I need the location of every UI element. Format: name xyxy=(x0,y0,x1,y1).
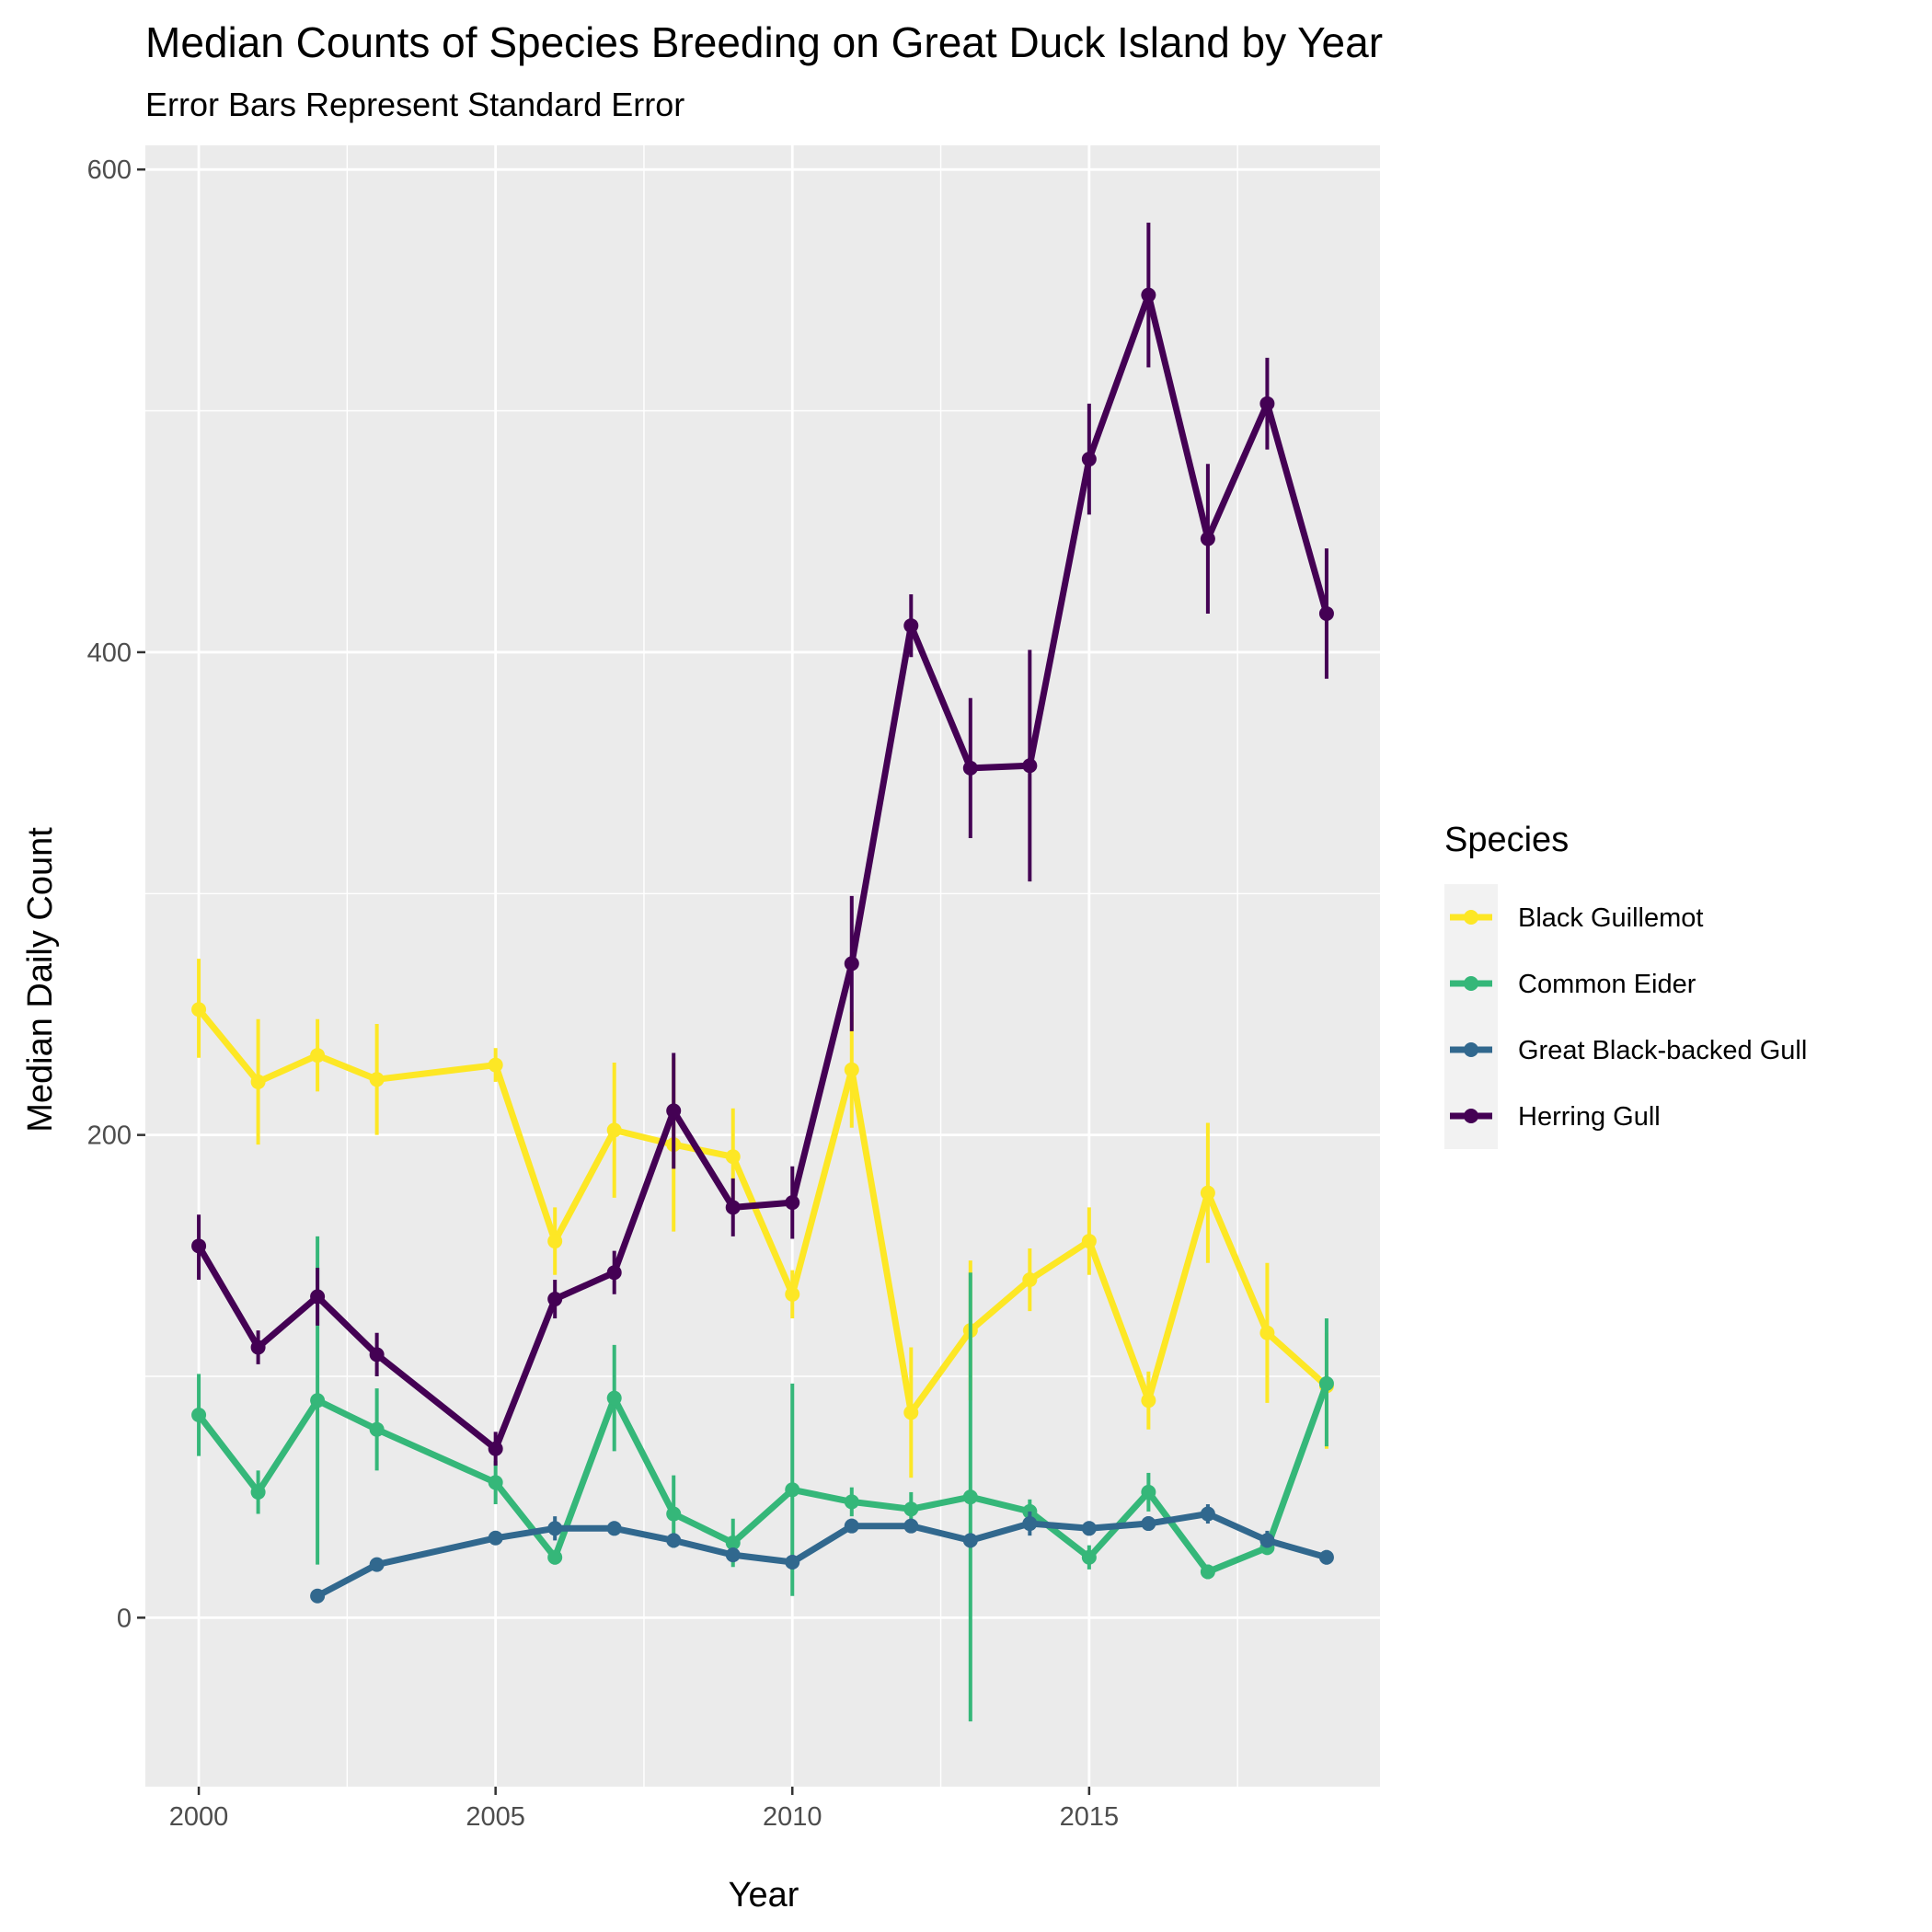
data-point xyxy=(250,1340,266,1355)
data-point xyxy=(725,1535,741,1551)
data-point xyxy=(250,1484,266,1500)
x-tick-label: 2005 xyxy=(466,1802,525,1832)
x-tick-label: 2010 xyxy=(763,1802,822,1832)
data-point xyxy=(785,1482,800,1498)
data-point xyxy=(1081,1521,1097,1536)
y-axis-title: Median Daily Count xyxy=(21,827,60,1133)
data-point xyxy=(1259,1533,1275,1548)
legend-label: Great Black-backed Gull xyxy=(1518,1036,1807,1065)
data-point xyxy=(1318,605,1334,621)
legend-label: Common Eider xyxy=(1518,970,1696,999)
data-point xyxy=(1141,287,1156,303)
data-point xyxy=(725,1547,741,1563)
data-point xyxy=(1318,1549,1334,1565)
data-point xyxy=(1022,1272,1038,1288)
data-point xyxy=(310,1289,326,1305)
data-point xyxy=(725,1200,741,1215)
legend-label: Black Guillemot xyxy=(1518,903,1703,933)
chart-subtitle: Error Bars Represent Standard Error xyxy=(145,86,684,123)
data-point xyxy=(903,1405,919,1420)
data-point xyxy=(1141,1393,1156,1409)
data-point xyxy=(547,1521,563,1536)
data-point xyxy=(785,1195,800,1211)
x-tick-label: 2015 xyxy=(1060,1802,1120,1832)
legend-key-point xyxy=(1464,1042,1478,1057)
data-point xyxy=(488,1530,503,1546)
plot-background xyxy=(145,145,1380,1787)
data-point xyxy=(962,760,978,776)
data-point xyxy=(369,1557,385,1572)
data-point xyxy=(785,1286,800,1302)
data-point xyxy=(1081,1234,1097,1249)
data-point xyxy=(903,1501,919,1517)
legend: Species Black Guillemot Common Eider Great… xyxy=(1444,821,1807,1149)
legend-label: Herring Gull xyxy=(1518,1102,1661,1132)
data-point xyxy=(666,1103,682,1119)
data-point xyxy=(1259,396,1275,411)
data-point xyxy=(962,1489,978,1505)
y-tick-label: 400 xyxy=(87,638,132,668)
data-point xyxy=(369,1072,385,1087)
y-tick-label: 200 xyxy=(87,1121,132,1151)
series-herring-gull xyxy=(191,222,1334,1466)
data-point xyxy=(191,1002,207,1018)
x-axis-title: Year xyxy=(729,1876,799,1915)
y-tick-label: 600 xyxy=(87,155,132,185)
data-point xyxy=(1200,531,1215,546)
legend-key-point xyxy=(1464,976,1478,991)
data-point xyxy=(250,1074,266,1089)
legend-key-background xyxy=(1444,884,1498,1149)
data-point xyxy=(844,956,859,972)
y-tick-label: 0 xyxy=(117,1604,132,1633)
data-point xyxy=(1200,1506,1215,1522)
plot-area: 2000 2005 2010 2015 0 200 400 600 xyxy=(87,145,1380,1832)
data-point xyxy=(310,1048,326,1064)
data-point xyxy=(1141,1516,1156,1532)
data-point xyxy=(488,1441,503,1456)
data-point xyxy=(725,1149,741,1165)
legend-key-point xyxy=(1464,910,1478,925)
data-point xyxy=(606,1390,622,1406)
data-point xyxy=(606,1122,622,1138)
data-point xyxy=(1022,1516,1038,1532)
chart-title: Median Counts of Species Breeding on Gre… xyxy=(145,18,1383,66)
data-point xyxy=(844,1062,859,1077)
data-point xyxy=(844,1494,859,1510)
data-point xyxy=(1081,452,1097,467)
data-point xyxy=(666,1506,682,1522)
data-point xyxy=(606,1521,622,1536)
data-point xyxy=(666,1533,682,1548)
legend-title: Species xyxy=(1444,821,1569,859)
data-point xyxy=(785,1555,800,1570)
data-point xyxy=(962,1533,978,1548)
data-point xyxy=(1200,1564,1215,1580)
data-point xyxy=(1200,1185,1215,1201)
data-point xyxy=(903,1518,919,1534)
data-point xyxy=(310,1393,326,1409)
data-point xyxy=(488,1475,503,1490)
x-tick-label: 2000 xyxy=(169,1802,229,1832)
legend-key-point xyxy=(1464,1109,1478,1123)
data-point xyxy=(369,1421,385,1437)
data-point xyxy=(488,1057,503,1073)
data-point xyxy=(903,618,919,634)
data-point xyxy=(1022,758,1038,774)
series-great-black-backed-gull xyxy=(310,1504,1334,1604)
data-point xyxy=(369,1347,385,1363)
data-point xyxy=(1081,1549,1097,1565)
data-point xyxy=(1141,1484,1156,1500)
data-point xyxy=(547,1234,563,1249)
data-point xyxy=(310,1588,326,1604)
data-point xyxy=(191,1407,207,1422)
data-point xyxy=(606,1265,622,1281)
data-point xyxy=(547,1292,563,1307)
data-point xyxy=(844,1518,859,1534)
data-point xyxy=(1318,1375,1334,1391)
data-point xyxy=(191,1238,207,1254)
data-point xyxy=(547,1549,563,1565)
data-point xyxy=(1259,1325,1275,1340)
